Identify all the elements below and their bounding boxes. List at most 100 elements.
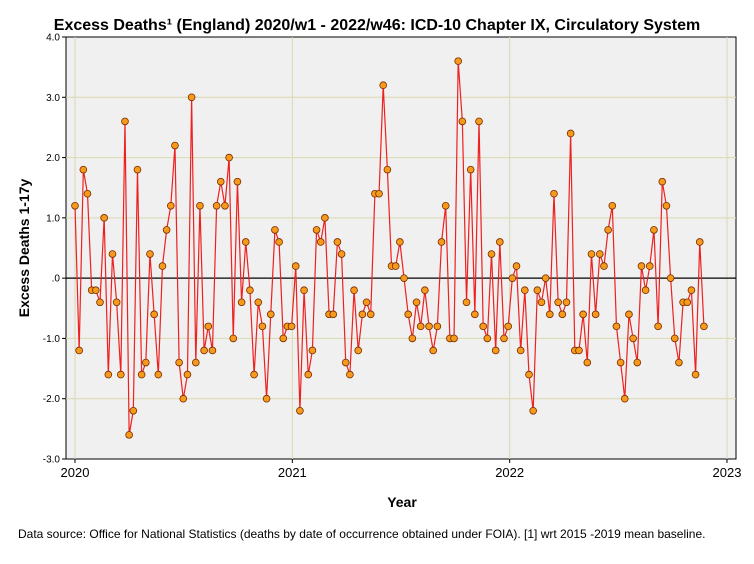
data-point (71, 202, 79, 210)
data-point (454, 57, 462, 65)
data-point (237, 298, 246, 307)
data-point (375, 189, 383, 198)
data-point (612, 322, 621, 331)
x-tick-label: 2020 (61, 465, 90, 480)
data-point (346, 370, 354, 379)
series-line (74, 61, 705, 435)
y-tick-label: 2.0 (46, 153, 60, 164)
data-point (75, 346, 83, 355)
data-point (533, 286, 542, 295)
gridlines (66, 37, 736, 459)
data-point (666, 274, 675, 282)
y-tick-label: .0 (52, 274, 61, 285)
data-point (204, 322, 213, 331)
data-point (620, 394, 629, 403)
data-point (366, 310, 375, 319)
data-point (129, 406, 138, 415)
data-point (695, 238, 704, 246)
data-point (466, 165, 475, 174)
data-point (250, 370, 258, 379)
data-point (316, 238, 325, 246)
data-point (337, 250, 346, 258)
data-point (562, 298, 571, 307)
data-point (291, 262, 300, 270)
data-point (266, 310, 275, 319)
data-point (208, 346, 217, 355)
data-series (71, 57, 708, 439)
data-point (529, 406, 537, 415)
data-point (142, 358, 150, 367)
data-point (512, 262, 521, 270)
data-point (187, 93, 196, 102)
data-point (496, 238, 504, 246)
x-axis-label: Year (387, 494, 417, 510)
data-point (304, 370, 313, 379)
data-point (625, 310, 633, 319)
data-point (658, 177, 667, 186)
data-point (691, 370, 700, 379)
data-point (262, 394, 271, 403)
y-tick-label: -3.0 (43, 455, 61, 466)
y-tick-label: 1.0 (46, 213, 60, 224)
data-point (516, 346, 525, 355)
data-point (117, 370, 125, 379)
data-point (296, 406, 304, 415)
data-point (225, 153, 233, 162)
data-point (108, 250, 117, 258)
data-point (358, 310, 367, 319)
data-point (83, 189, 92, 198)
data-point (521, 286, 529, 295)
data-point (154, 370, 163, 379)
data-point (246, 286, 254, 295)
y-axis-label: Excess Deaths 1-17y (16, 179, 32, 318)
data-point (475, 117, 483, 126)
data-source-footnote: Data source: Office for National Statist… (18, 527, 706, 541)
data-point (541, 274, 550, 282)
data-point (616, 358, 625, 367)
data-point (150, 310, 158, 319)
y-tick-label: -2.0 (43, 394, 61, 405)
data-point (500, 334, 508, 343)
data-point (429, 346, 437, 355)
data-point (525, 370, 533, 379)
data-point (329, 310, 338, 319)
data-point (271, 226, 279, 234)
data-point (162, 226, 171, 234)
data-point (687, 286, 696, 295)
y-axis: 4.0 3.0 2.0 1.0 .0 -1.0 -2.0 -3.0 (43, 33, 66, 466)
data-point (96, 298, 104, 307)
data-point (354, 346, 363, 355)
data-point (462, 298, 471, 307)
data-point (645, 262, 654, 270)
data-point (566, 129, 575, 138)
data-point (600, 262, 608, 270)
data-point (591, 310, 600, 319)
data-point (408, 334, 417, 343)
data-point (491, 346, 500, 355)
data-point (546, 310, 554, 319)
data-point (287, 322, 296, 331)
data-point (637, 262, 646, 270)
data-point (221, 202, 229, 210)
chart-title: Excess Deaths¹ (England) 2020/w1 - 2022/… (54, 17, 700, 34)
data-point (608, 202, 617, 210)
data-markers (71, 57, 708, 439)
data-point (254, 298, 263, 307)
data-point (100, 214, 108, 222)
data-point (579, 310, 587, 319)
data-point (196, 202, 204, 210)
data-point (383, 165, 392, 174)
data-point (191, 358, 200, 367)
data-point (633, 358, 642, 367)
data-point (133, 165, 142, 174)
data-point (550, 189, 558, 198)
data-point (216, 177, 225, 186)
data-point (437, 238, 446, 246)
x-axis: 2020 2021 2022 2023 (61, 459, 741, 480)
data-point (341, 358, 350, 367)
data-point (241, 238, 250, 246)
data-point (212, 202, 221, 210)
data-point (479, 322, 487, 331)
data-point (258, 322, 267, 331)
data-point (683, 298, 692, 307)
